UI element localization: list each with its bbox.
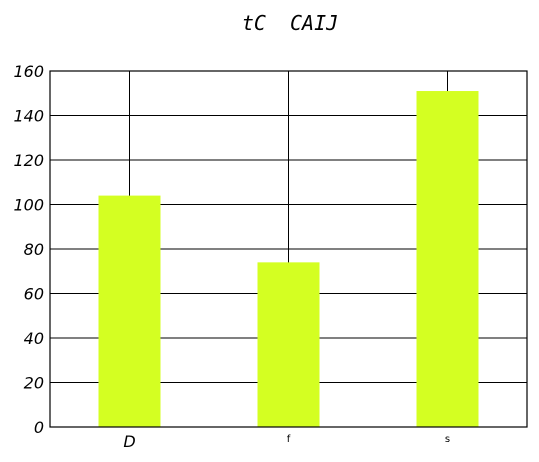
bar-f	[257, 262, 320, 427]
y-tick-label: 20	[24, 374, 44, 393]
x-tick-label: s	[445, 434, 450, 445]
y-tick-label: 120	[13, 151, 44, 170]
y-axis: 0 20 40 60 80 100 120 140 160	[13, 62, 44, 437]
y-tick-label: 60	[24, 285, 44, 304]
y-tick-label: 100	[13, 196, 44, 215]
y-tick-label: 0	[34, 418, 44, 437]
bars	[98, 91, 479, 428]
x-tick-label: f	[287, 434, 291, 445]
y-tick-label: 40	[24, 329, 44, 348]
bar-D	[98, 195, 161, 427]
chart-title: tC CAIJ	[242, 11, 338, 35]
plot-frame	[49, 70, 528, 428]
y-tick-label: 140	[13, 107, 44, 126]
y-tick-label: 160	[13, 62, 44, 81]
bar-s	[416, 91, 479, 428]
x-tick-label: D	[123, 432, 135, 451]
y-tick-label: 80	[24, 240, 44, 259]
